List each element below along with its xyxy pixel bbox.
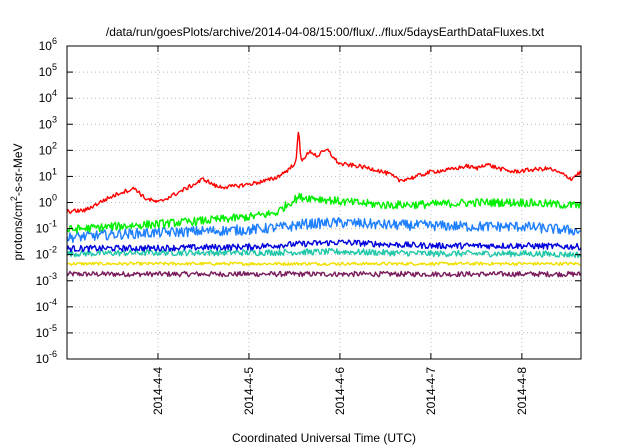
- series-line: [66, 248, 582, 259]
- y-tick-label: 104: [39, 88, 57, 105]
- x-tick-labels: 2014-4-4 2014-4-5 2014-4-6 2014-4-7 2014-4-8: [151, 367, 529, 415]
- y-tick-label: 10-2: [36, 245, 57, 262]
- x-tick-label: 2014-4-4: [151, 367, 165, 415]
- grid-lines: [67, 46, 581, 359]
- y-tick-label: 101: [39, 166, 57, 183]
- y-tick-label: 105: [39, 62, 57, 79]
- x-tick-label: 2014-4-8: [515, 367, 529, 415]
- axis-ticks: [67, 45, 581, 360]
- y-tick-labels: 10-6 10-5 10-4 10-3 10-2 10-1 100 101 102 103 104 1…: [36, 36, 57, 366]
- series-line: [66, 217, 582, 244]
- x-tick-label: 2014-4-5: [242, 367, 256, 415]
- y-tick-label: 102: [39, 140, 57, 157]
- y-tick-label: 10-3: [36, 271, 57, 288]
- series-line: [66, 261, 582, 266]
- y-axis-label: protons/cm2-s-sr-MeV: [9, 143, 25, 260]
- x-tick-label: 2014-4-6: [333, 367, 347, 415]
- y-tick-label: 10-5: [36, 323, 57, 340]
- series-line: [66, 131, 582, 214]
- chart-title: /data/run/goesPlots/archive/2014-04-08/1…: [106, 25, 545, 39]
- y-tick-label: 10-4: [36, 297, 57, 314]
- y-tick-label: 106: [39, 36, 57, 53]
- x-tick-label: 2014-4-7: [424, 367, 438, 415]
- series-line: [66, 239, 582, 253]
- series-line: [66, 192, 582, 234]
- y-tick-label: 10-1: [36, 219, 57, 236]
- y-tick-label: 103: [39, 114, 57, 131]
- y-tick-label: 10-6: [36, 349, 57, 366]
- data-series-group: [66, 131, 582, 278]
- x-axis-label: Coordinated Universal Time (UTC): [232, 431, 416, 445]
- y-tick-label: 100: [39, 193, 57, 210]
- series-line: [66, 270, 582, 278]
